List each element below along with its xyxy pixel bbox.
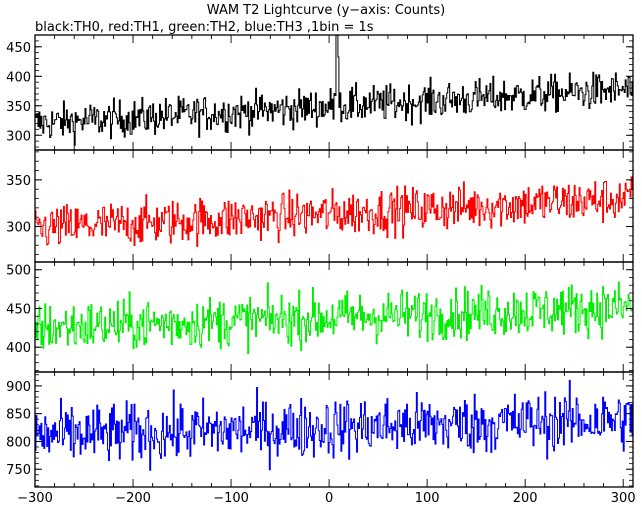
panel-frame [34,371,634,488]
series-line-th1 [35,176,633,247]
panel-th2: 400 450 500 [6,261,634,373]
x-axis: −300 −200 −100 0 100 200 300 [17,491,635,505]
x-tick-label: 300 [611,491,636,505]
y-tick-label: 500 [6,264,31,279]
x-tick-label: 100 [415,491,440,505]
x-tick-label: −200 [115,491,151,505]
y-tick-label: 400 [6,70,31,85]
series-line-th2 [35,281,633,355]
x-tick-label: 0 [325,491,333,505]
y-tick-label: 300 [6,221,31,236]
series-line-th3 [35,379,633,471]
y-tick-label: 300 [6,129,31,144]
y-tick-label: 450 [6,302,31,317]
x-tick-label: −100 [213,491,249,505]
y-tick-label: 850 [6,408,31,423]
chart-subtitle: black:TH0, red:TH1, green:TH2, blue:TH3 … [35,20,374,35]
y-tick-label: 450 [6,41,31,56]
series-line-th0 [35,35,633,146]
panel-th1: 300 350 [6,149,634,263]
panel-th3: 750 800 850 900 [6,371,634,488]
y-tick-label: 350 [6,174,31,189]
y-tick-label: 800 [6,435,31,450]
y-tick-label: 350 [6,100,31,115]
y-tick-label: 750 [6,463,31,478]
chart-title: WAM T2 Lightcurve (y−axis: Counts) [207,3,445,18]
x-tick-label: 200 [513,491,538,505]
panels: 300 350 400 450 300 350 400 450 500 750 800 850 900 [6,34,634,488]
y-tick-label: 900 [6,380,31,395]
x-tick-label: −300 [17,491,53,505]
y-tick-label: 400 [6,341,31,356]
panel-th0: 300 350 400 450 [6,34,634,151]
